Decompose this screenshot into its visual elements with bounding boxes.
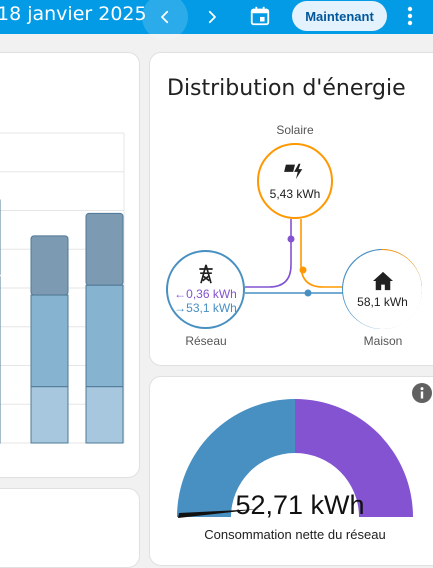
energy-usage-chart <box>0 132 125 444</box>
more-vertical-icon <box>407 6 413 26</box>
chart-bar-segment[interactable] <box>30 235 69 296</box>
grid-net-consumption-card: 52,71 kWh Consommation nette du réseau <box>149 376 433 566</box>
top-app-bar: 18 janvier 2025 Maintenant <box>0 0 433 40</box>
flow-solar-grid <box>245 219 292 288</box>
home-value: 58,1 kWh <box>357 294 408 309</box>
grid-return-value: ←0,36 kWh <box>174 287 237 301</box>
solar-power-icon <box>284 163 303 180</box>
solar-value: 5,43 kWh <box>269 187 321 201</box>
chart-bar-segment[interactable] <box>85 386 124 444</box>
chart-bar-segment[interactable] <box>30 386 69 444</box>
calendar-icon <box>250 6 270 26</box>
next-day-button[interactable] <box>189 0 235 40</box>
transmission-tower-icon <box>198 264 213 284</box>
home-icon <box>372 271 393 290</box>
secondary-card <box>0 488 140 568</box>
chart-bar-segment[interactable] <box>85 284 124 388</box>
now-button[interactable]: Maintenant <box>292 1 387 31</box>
info-icon[interactable] <box>412 383 432 403</box>
gauge-return-arc <box>295 399 413 517</box>
chevron-left-icon <box>161 10 169 24</box>
grid-node[interactable]: ←0,36 kWh →53,1 kWh <box>166 250 245 329</box>
net-consumption-gauge <box>177 399 413 518</box>
flow-dot-grid-return <box>287 235 295 243</box>
grid-label: Réseau <box>185 334 227 348</box>
more-options-button[interactable] <box>398 2 422 30</box>
solar-label: Solaire <box>276 123 314 137</box>
flow-dot-grid-home <box>304 289 312 297</box>
solar-node[interactable]: 5,43 kWh <box>257 143 333 219</box>
chevron-right-icon <box>208 10 216 24</box>
chart-bar-segment[interactable] <box>30 294 69 388</box>
grid-consumption-value: →53,1 kWh <box>174 301 237 315</box>
energy-distribution-card: Distribution d'énergie Solaire 5,43 kWh … <box>149 52 433 366</box>
flow-dot-solar-home <box>299 266 307 274</box>
calendar-button[interactable] <box>246 2 274 30</box>
previous-day-button[interactable] <box>142 0 188 40</box>
home-label: Maison <box>363 334 403 348</box>
energy-usage-chart-card <box>0 52 140 478</box>
gauge-consumption-arc <box>177 399 295 517</box>
gauge-value: 52,71 kWh <box>235 490 365 520</box>
home-node[interactable]: 58,1 kWh <box>343 250 422 329</box>
date-label: 18 janvier 2025 <box>0 3 147 25</box>
gauge-label: Consommation nette du réseau <box>204 527 386 542</box>
card-title: Distribution d'énergie <box>167 76 406 101</box>
gauge-needle <box>178 509 260 518</box>
flow-solar-home <box>300 219 343 288</box>
chart-bar-segment[interactable] <box>85 212 124 286</box>
